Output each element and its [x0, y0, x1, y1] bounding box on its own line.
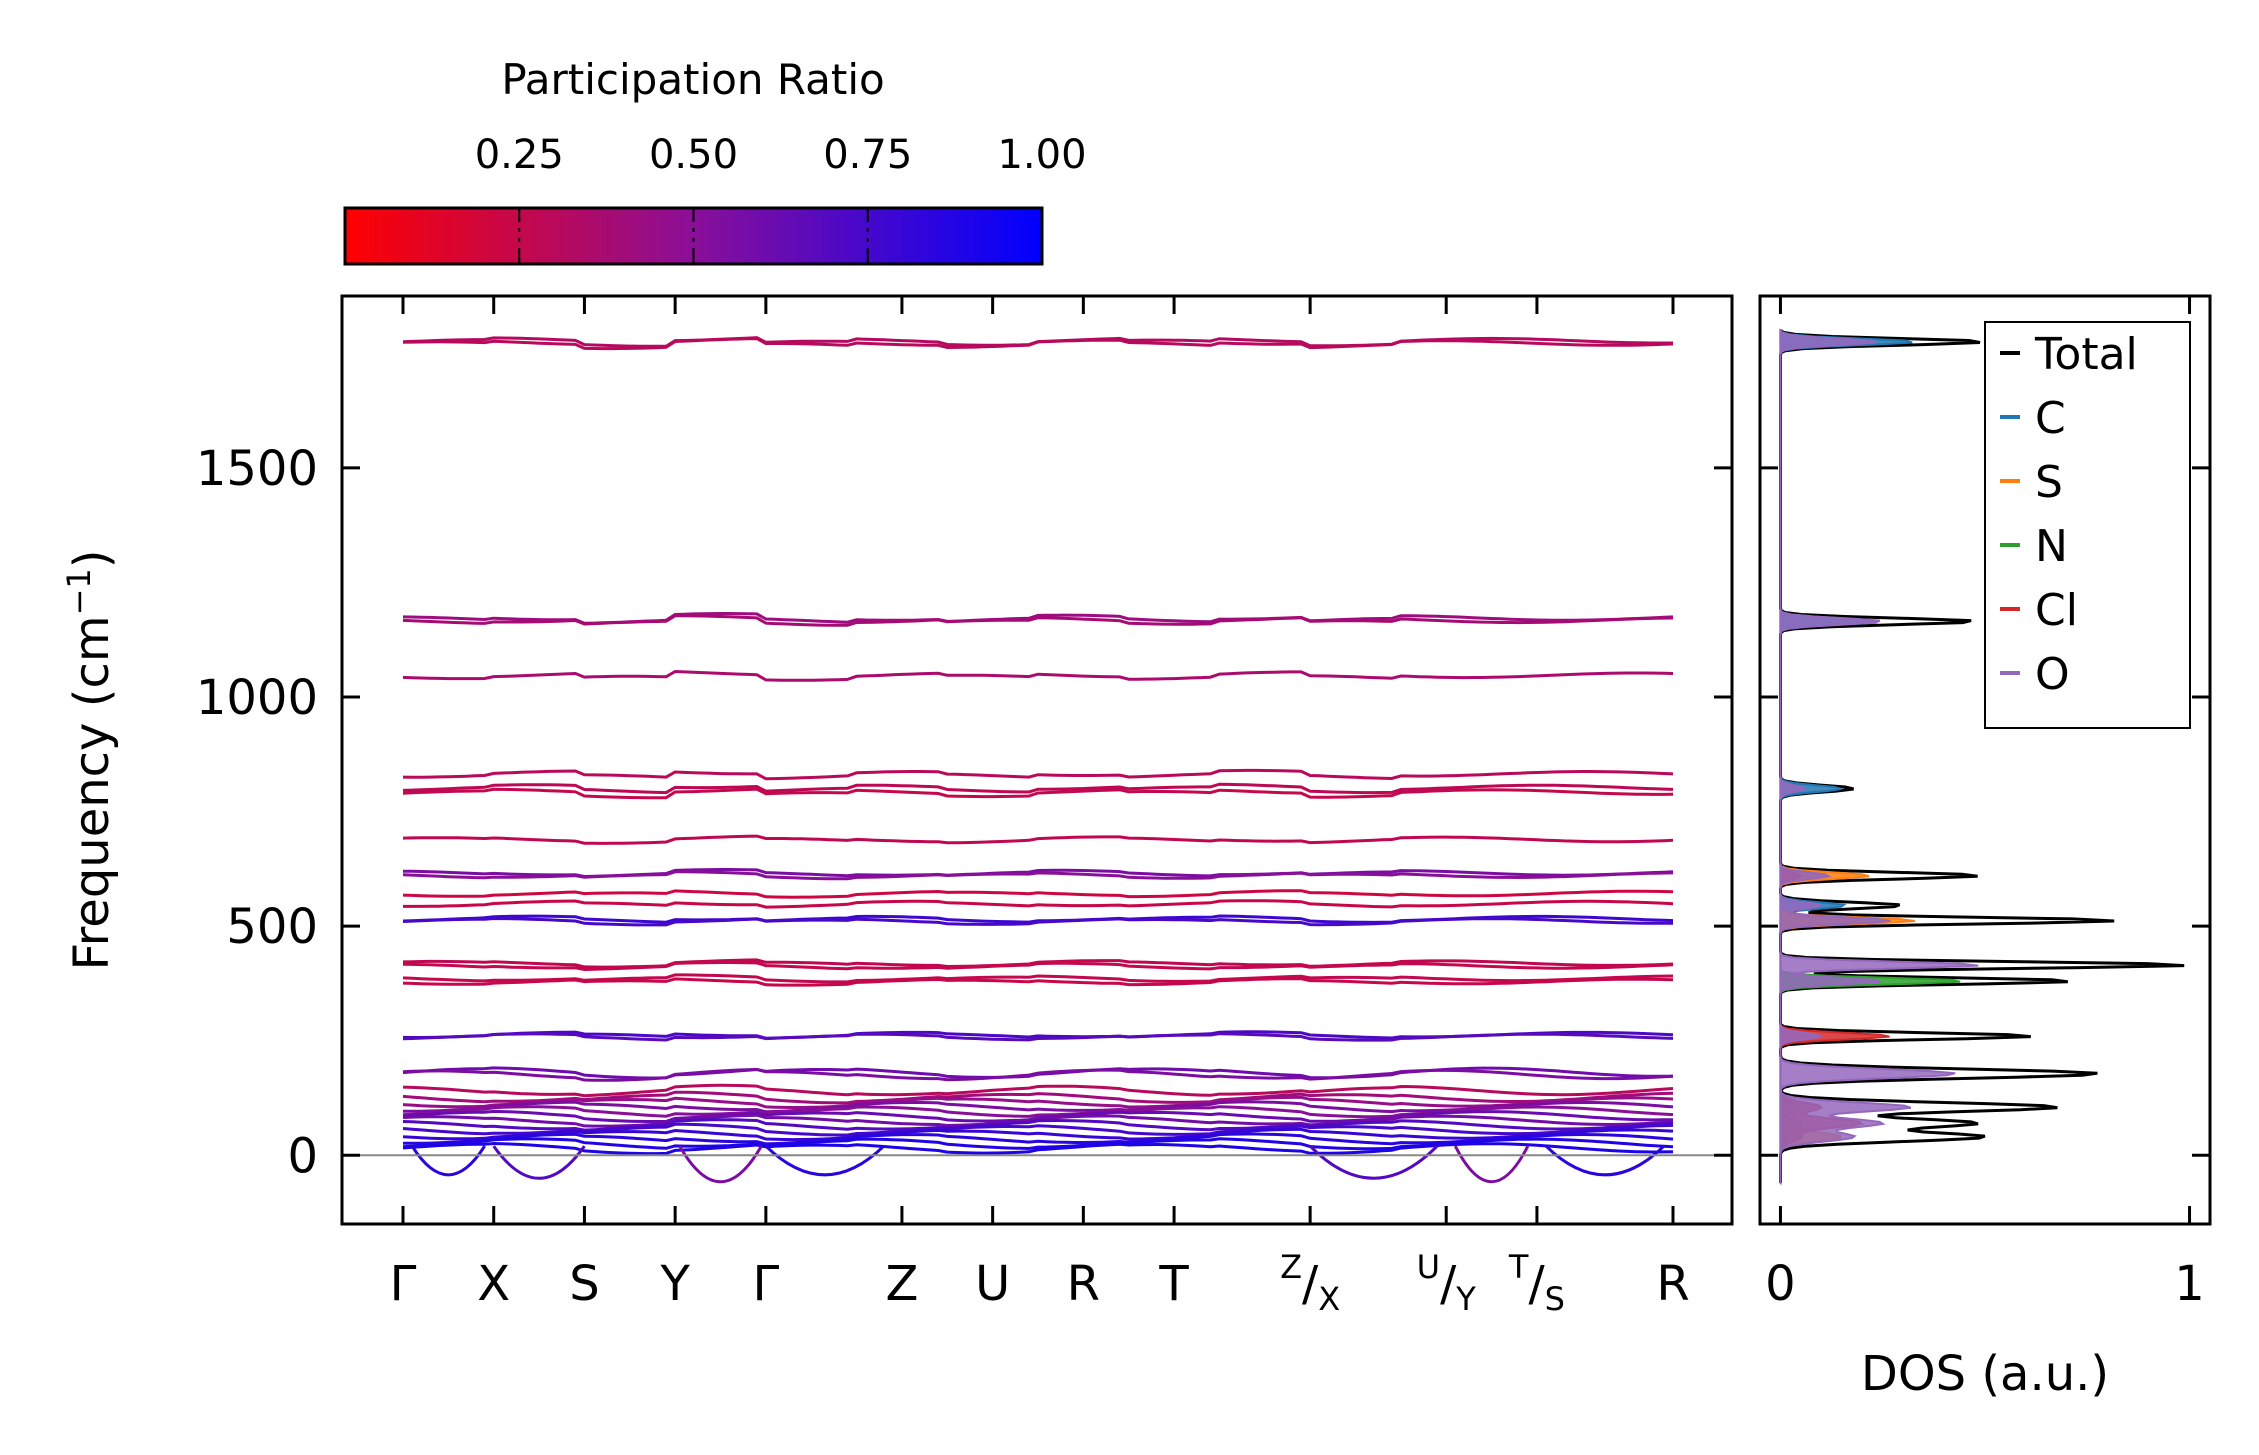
colorbar: Participation Ratio 0.25 0.50 0.75 1.00 [343, 55, 1087, 266]
legend-label: Total [2034, 329, 2138, 380]
k-point-label: S [569, 1256, 599, 1312]
acoustic-band-arc [764, 1145, 885, 1177]
colorbar-tick-label: 1.00 [997, 132, 1086, 178]
k-point-label: T [1158, 1256, 1189, 1312]
acoustic-band-arc [410, 1145, 486, 1177]
dos-x-axis-label: DOS (a.u.) [1861, 1346, 2109, 1402]
band-line [402, 973, 1674, 984]
band-lines [402, 336, 1674, 1184]
dos-curve-n [1779, 328, 1961, 1185]
band-line [402, 834, 1674, 845]
band-line [402, 1095, 1674, 1109]
band-line [402, 787, 1674, 800]
k-point-label: Γ [752, 1256, 779, 1312]
band-line [402, 977, 1674, 987]
legend-label: O [2035, 649, 2070, 700]
k-point-label: Z/X [1280, 1248, 1340, 1318]
dos-lines [1779, 328, 2185, 1185]
k-point-label: Γ [390, 1256, 417, 1312]
band-line [402, 870, 1674, 881]
acoustic-band-arc [1544, 1145, 1665, 1177]
acoustic-band-arc [678, 1145, 763, 1184]
band-line [402, 961, 1674, 972]
acoustic-band-arc [1453, 1145, 1530, 1184]
legend-label: N [2035, 521, 2068, 572]
band-line [403, 899, 1674, 909]
dos-x-tick-label: 1 [2174, 1256, 2205, 1312]
colorbar-tick-label: 0.25 [475, 132, 564, 178]
y-tick-label: 1500 [196, 441, 318, 497]
band-line [402, 768, 1674, 781]
band-line [402, 1105, 1674, 1119]
band-plot-frame [340, 294, 1734, 1226]
band-line [402, 1032, 1674, 1042]
legend: Total CSN Cl O [1984, 321, 2191, 729]
band-line [402, 1067, 1674, 1082]
y-tick-label: 0 [287, 1128, 318, 1184]
legend-items: Total CSN Cl O [2000, 329, 2138, 700]
k-point-label: X [477, 1256, 510, 1312]
legend-label: C [2035, 393, 2066, 444]
k-point-label: R [1067, 1256, 1100, 1312]
y-axis-label: Frequency (cm−1) [60, 549, 120, 970]
acoustic-band-arc [492, 1145, 586, 1180]
legend-label: S [2035, 457, 2063, 508]
k-point-label: R [1656, 1256, 1689, 1312]
dos-curve-c [1779, 329, 1913, 1185]
k-point-label: U/Y [1417, 1248, 1477, 1318]
legend-label: Cl [2035, 585, 2078, 636]
colorbar-title: Participation Ratio [501, 55, 884, 104]
band-line [402, 337, 1674, 351]
legend-frame [1984, 321, 2191, 729]
dos-curve-cl [1779, 328, 1890, 1185]
band-line [402, 1127, 1674, 1142]
band-line [402, 782, 1674, 795]
k-point-label: U [975, 1256, 1010, 1312]
dos-plot-frame [1758, 294, 2212, 1226]
band-line [402, 889, 1674, 899]
y-tick-label: 500 [226, 899, 318, 955]
band-line [402, 669, 1674, 682]
colorbar-ticks: 0.25 0.50 0.75 1.00 [475, 132, 1087, 264]
band-line [402, 1137, 1674, 1151]
k-point-label: Y [659, 1256, 690, 1312]
colorbar-tick-label: 0.75 [823, 132, 912, 178]
colorbar-tick-label: 0.50 [649, 132, 738, 178]
acoustic-band-arc [1309, 1145, 1439, 1180]
band-line [402, 1113, 1674, 1128]
dos-curve-o [1779, 329, 1979, 1185]
band-line [402, 916, 1674, 927]
band-line [402, 614, 1674, 627]
k-point-label: Z [885, 1256, 918, 1312]
band-line [402, 1122, 1674, 1137]
y-tick-label: 1000 [196, 670, 318, 726]
dos-curve-s [1779, 328, 1915, 1185]
k-point-label: T/S [1508, 1248, 1565, 1318]
band-panel: 0 500 1000 1500 Γ X S Y Γ Z U R T Z/X U/Y T/S R Frequenc… [60, 294, 1734, 1318]
band-axes: 0 500 1000 1500 Γ X S Y Γ Z U R T Z/X U/Y T/S R [196, 296, 1732, 1318]
band-line [402, 1083, 1674, 1098]
band-line [402, 1090, 1674, 1105]
band-line [402, 1141, 1674, 1156]
dos-x-tick-label: 0 [1765, 1256, 1796, 1312]
